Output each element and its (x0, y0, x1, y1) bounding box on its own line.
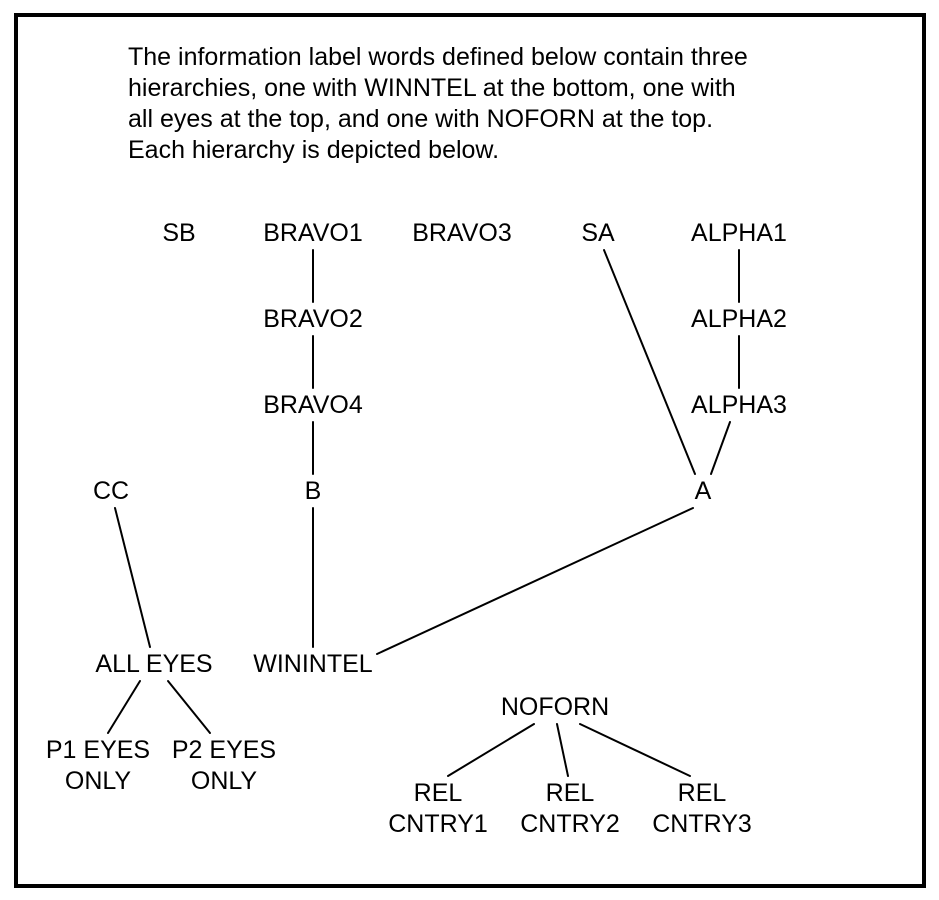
edge-NOFORN-REL1 (448, 724, 534, 776)
node-REL3_1: REL (678, 779, 727, 807)
node-BRAVO3: BRAVO3 (412, 219, 512, 247)
node-WININTEL: WININTEL (253, 650, 373, 678)
edge-A-WININTEL (377, 508, 693, 654)
node-P2_2: ONLY (191, 767, 258, 795)
edge-NOFORN-REL3 (580, 724, 690, 776)
edge-ALLEYES-P1 (108, 681, 140, 733)
node-REL2_1: REL (546, 779, 595, 807)
node-BRAVO4: BRAVO4 (263, 391, 363, 419)
node-P2_1: P2 EYES (172, 736, 276, 764)
node-REL3_2: CNTRY3 (652, 810, 752, 838)
node-A: A (695, 477, 712, 505)
node-NOFORN: NOFORN (501, 693, 609, 721)
hierarchy-diagram: SB BRAVO1 BRAVO3 SA ALPHA1 BRAVO2 ALPHA2 BRAVO4… (0, 0, 939, 900)
node-ALPHA1: ALPHA1 (691, 219, 787, 247)
diagram-frame: The information label words defined belo… (0, 0, 939, 900)
edge-ALLEYES-P2 (168, 681, 210, 733)
node-REL1_1: REL (414, 779, 463, 807)
node-REL2_2: CNTRY2 (520, 810, 620, 838)
edge-CC-ALLEYES (115, 508, 150, 647)
node-P1_2: ONLY (65, 767, 132, 795)
node-REL1_2: CNTRY1 (388, 810, 488, 838)
node-SB: SB (162, 219, 195, 247)
edge-NOFORN-REL2 (557, 724, 568, 776)
node-BRAVO1: BRAVO1 (263, 219, 363, 247)
node-ALPHA2: ALPHA2 (691, 305, 787, 333)
node-ALPHA3: ALPHA3 (691, 391, 787, 419)
edge-SA-A (604, 250, 695, 474)
node-B: B (305, 477, 322, 505)
node-BRAVO2: BRAVO2 (263, 305, 363, 333)
node-SA: SA (581, 219, 615, 247)
edge-ALPHA3-A (711, 422, 730, 474)
node-ALLEYES: ALL EYES (95, 650, 212, 678)
node-CC: CC (93, 477, 129, 505)
node-P1_1: P1 EYES (46, 736, 150, 764)
